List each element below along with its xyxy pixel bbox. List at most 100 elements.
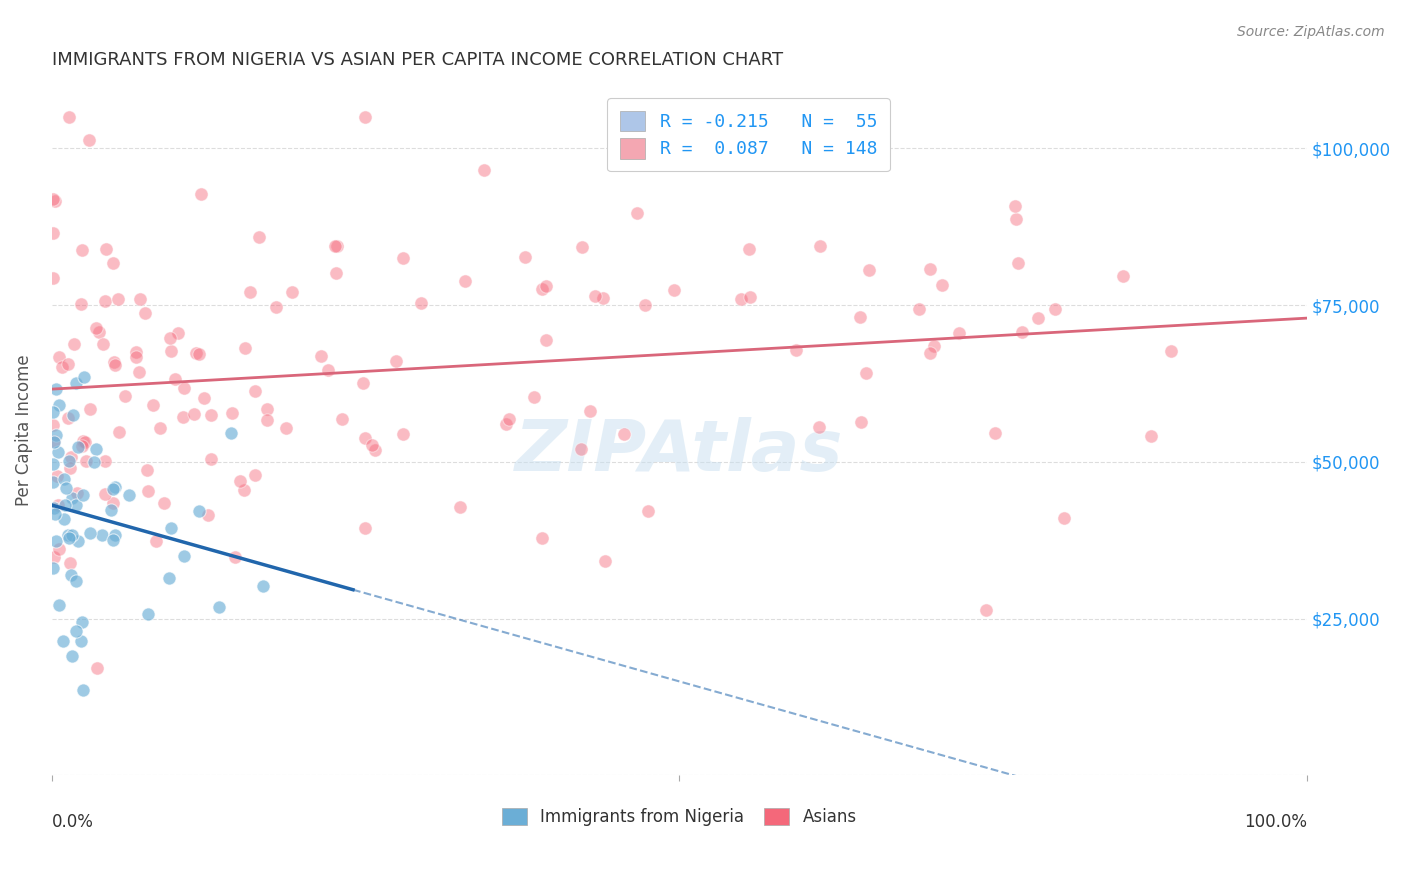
Point (44, 507, 66, 521)
Point (1160, 343, 1182, 358)
Point (323, 239, 346, 253)
Point (157, 572, 180, 586)
Point (626, 206, 648, 220)
Point (851, 415, 873, 429)
Point (637, 504, 659, 518)
Point (86, 661, 108, 675)
Point (190, 186, 212, 201)
Point (48, 444, 70, 458)
Point (409, 296, 432, 310)
Point (184, 346, 207, 360)
Point (1053, 511, 1076, 525)
Point (266, 300, 288, 314)
Point (276, 421, 298, 435)
Point (183, 408, 205, 422)
Point (135, 463, 157, 477)
Point (534, 278, 557, 293)
Point (90, 527, 112, 541)
Point (163, 372, 186, 386)
Point (42, 475, 65, 489)
Y-axis label: Per Capita Income: Per Capita Income (15, 355, 32, 507)
Point (45, 428, 67, 442)
Point (243, 467, 266, 482)
Point (46, 469, 69, 483)
Point (173, 549, 195, 564)
Point (233, 341, 256, 355)
Point (167, 326, 190, 341)
Point (392, 251, 415, 265)
Point (354, 110, 377, 124)
Point (145, 533, 167, 548)
Point (208, 599, 231, 614)
Point (200, 452, 222, 467)
Point (52, 511, 75, 525)
Point (918, 346, 941, 360)
Point (58, 454, 80, 468)
Point (785, 343, 807, 357)
Point (354, 521, 377, 535)
Point (42, 561, 65, 575)
Point (172, 409, 194, 424)
Point (59, 461, 82, 475)
Point (83, 454, 105, 468)
Point (984, 425, 1007, 440)
Point (219, 426, 242, 441)
Point (173, 381, 195, 395)
Point (738, 242, 761, 256)
Point (325, 266, 347, 280)
Point (1140, 428, 1163, 442)
Point (48, 350, 70, 364)
Point (65, 498, 87, 512)
Point (72, 243, 94, 257)
Point (42, 226, 65, 240)
Point (149, 421, 172, 435)
Point (107, 425, 129, 439)
Point (513, 250, 536, 264)
Point (87, 325, 110, 339)
Point (91, 337, 114, 351)
Point (224, 550, 246, 565)
Point (75, 454, 97, 468)
Point (104, 480, 127, 494)
Point (354, 431, 377, 445)
Point (454, 274, 477, 288)
Point (72, 488, 94, 502)
Point (908, 302, 931, 317)
Point (1004, 199, 1026, 213)
Point (128, 365, 150, 379)
Point (44, 434, 66, 449)
Point (42, 550, 65, 565)
Point (316, 363, 339, 377)
Point (142, 398, 165, 412)
Point (53, 498, 76, 512)
Point (472, 162, 495, 177)
Point (247, 230, 270, 244)
Point (55, 481, 77, 495)
Point (449, 500, 471, 515)
Point (42, 417, 65, 432)
Point (79, 402, 101, 417)
Point (72, 440, 94, 454)
Point (523, 390, 546, 404)
Point (129, 292, 152, 306)
Point (193, 391, 215, 405)
Point (579, 404, 602, 418)
Point (243, 384, 266, 399)
Point (922, 339, 945, 353)
Point (197, 508, 219, 523)
Point (48, 398, 70, 412)
Point (94, 453, 117, 467)
Point (45, 382, 67, 396)
Point (42, 193, 65, 207)
Point (101, 483, 124, 497)
Point (42, 501, 65, 516)
Point (571, 240, 593, 254)
Point (42, 405, 65, 419)
Point (65, 624, 87, 638)
Point (498, 412, 520, 426)
Point (858, 262, 880, 277)
Point (125, 350, 148, 364)
Point (60, 450, 83, 464)
Point (855, 367, 877, 381)
Point (107, 292, 129, 306)
